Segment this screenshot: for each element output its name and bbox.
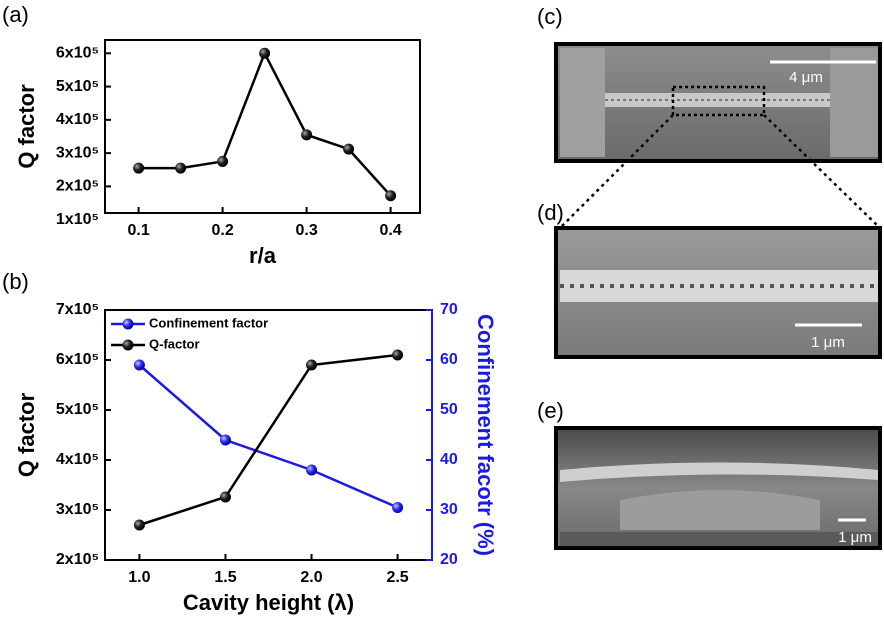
y-tick-label: 4x10⁵ xyxy=(56,111,99,128)
y2-tick-label: 50 xyxy=(440,401,458,418)
data-point xyxy=(220,492,231,503)
y-tick-label: 3x10⁵ xyxy=(56,501,99,518)
y-axis-title: Q factor xyxy=(14,84,39,169)
y2-tick-label: 30 xyxy=(440,501,458,518)
y-tick-label: 1x10⁵ xyxy=(56,211,99,228)
sem-image-e xyxy=(556,428,880,548)
data-point xyxy=(175,163,186,174)
x-tick-label: 0.4 xyxy=(379,222,401,239)
y-tick-label: 7x10⁵ xyxy=(56,301,99,318)
scale-bar-label: 1 μm xyxy=(811,334,845,351)
panel-label: (d) xyxy=(537,200,564,225)
y-tick-label: 4x10⁵ xyxy=(56,451,99,468)
data-point xyxy=(259,48,270,59)
data-point xyxy=(301,129,312,140)
y-tick-label: 6x10⁵ xyxy=(56,351,99,368)
y-tick-label: 5x10⁵ xyxy=(56,401,99,418)
series-line xyxy=(139,53,391,195)
data-point xyxy=(217,156,228,167)
legend-label: Q-factor xyxy=(149,336,200,351)
data-point xyxy=(134,520,145,531)
data-point xyxy=(220,435,231,446)
data-point xyxy=(392,502,403,513)
x-axis-title: Cavity height (λ) xyxy=(183,590,354,615)
x-tick-label: 1.0 xyxy=(128,569,150,586)
x-tick-label: 2.5 xyxy=(386,569,408,586)
y-tick-label: 2x10⁵ xyxy=(56,178,99,195)
y2-tick-label: 70 xyxy=(440,301,458,318)
y-tick-label: 6x10⁵ xyxy=(56,45,99,62)
x-tick-label: 0.2 xyxy=(211,222,233,239)
data-point xyxy=(134,360,145,371)
x-axis-title: r/a xyxy=(249,243,277,268)
data-point xyxy=(306,360,317,371)
x-tick-label: 0.1 xyxy=(127,222,149,239)
legend-marker xyxy=(123,319,134,330)
legend-label: Confinement factor xyxy=(149,315,268,330)
scale-bar-label: 4 μm xyxy=(789,69,823,86)
legend-marker xyxy=(123,340,134,351)
sem-image-c xyxy=(556,44,880,161)
figure: (c) (d) (e) 4 μm 1 μm 1 μm 0.1 0.2 0.3 0.4 1… xyxy=(0,0,884,629)
panel-label: (c) xyxy=(537,4,563,29)
data-point xyxy=(385,190,396,201)
y2-axis-title: Confinement facotr (%) xyxy=(473,314,498,556)
x-tick-label: 0.3 xyxy=(295,222,317,239)
data-point xyxy=(392,350,403,361)
data-point xyxy=(306,465,317,476)
scale-bar-label: 1 μm xyxy=(838,529,872,546)
data-point xyxy=(133,163,144,174)
data-point xyxy=(343,144,354,155)
y-tick-label: 2x10⁵ xyxy=(56,551,99,568)
y-axis-title: Q factor xyxy=(14,392,39,477)
series-line xyxy=(139,355,397,525)
panel-label: (a) xyxy=(2,2,29,27)
y2-tick-label: 20 xyxy=(440,551,458,568)
y2-tick-label: 40 xyxy=(440,451,458,468)
x-tick-label: 1.5 xyxy=(214,569,236,586)
plot-frame xyxy=(105,40,420,213)
y-tick-label: 3x10⁵ xyxy=(56,144,99,161)
y2-tick-label: 60 xyxy=(440,351,458,368)
series-line xyxy=(139,365,397,508)
x-tick-label: 2.0 xyxy=(300,569,322,586)
y-tick-label: 5x10⁵ xyxy=(56,78,99,95)
panel-label: (b) xyxy=(2,269,29,294)
panel-label: (e) xyxy=(537,398,564,423)
